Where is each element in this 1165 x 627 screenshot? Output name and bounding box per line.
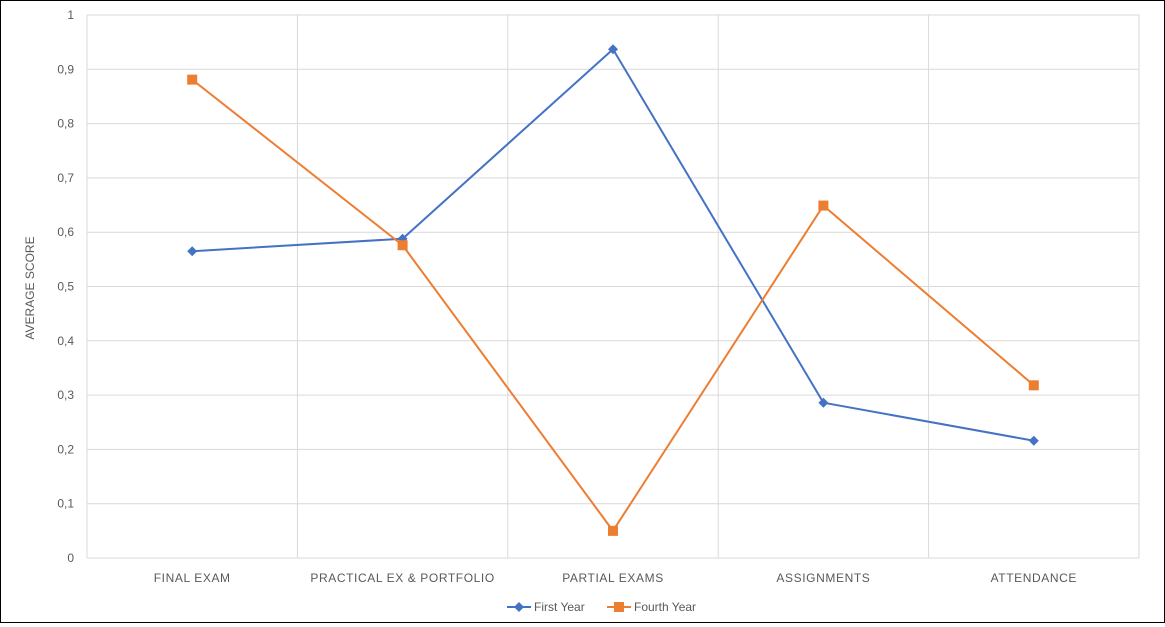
data-point xyxy=(608,44,618,55)
data-point xyxy=(818,200,829,211)
data-point xyxy=(187,246,198,257)
x-tick-label: PRACTICAL EX & PORTFOLIO xyxy=(310,571,494,585)
x-tick-label: ATTENDANCE xyxy=(991,571,1077,585)
y-tick-label: 0,4 xyxy=(57,334,74,348)
y-tick-label: 1 xyxy=(67,8,74,22)
y-tick-label: 0,1 xyxy=(57,497,74,511)
grid-lines xyxy=(86,14,1140,559)
legend-item: First Year xyxy=(507,600,585,614)
legend-marker xyxy=(614,602,624,612)
y-axis-label: AVERAGE SCORE xyxy=(23,236,37,339)
x-tick-label: ASSIGNMENTS xyxy=(776,571,870,585)
legend-item: Fourth Year xyxy=(607,600,696,614)
series-first-year xyxy=(187,44,1039,446)
series-line xyxy=(192,48,1034,442)
legend-marker xyxy=(514,602,524,612)
x-tick-label: FINAL EXAM xyxy=(154,571,231,585)
y-tick-label: 0,3 xyxy=(57,388,74,402)
series-line xyxy=(191,78,1035,532)
y-tick-label: 0,9 xyxy=(57,62,74,76)
y-tick-label: 0,5 xyxy=(57,280,74,294)
y-tick-label: 0,6 xyxy=(57,225,74,239)
y-tick-label: 0,2 xyxy=(57,442,74,456)
y-tick-label: 0,8 xyxy=(57,117,74,131)
legend-label: First Year xyxy=(534,600,585,614)
y-axis-ticks: 0 0,1 0,2 0,3 0,4 0,5 0,6 0,7 0,8 0,9 1 xyxy=(57,8,74,565)
data-point xyxy=(818,397,829,408)
data-point xyxy=(397,240,408,251)
legend-label: Fourth Year xyxy=(634,600,696,614)
x-axis-ticks: FINAL EXAM PRACTICAL EX & PORTFOLIO PARTIA… xyxy=(154,571,1077,585)
data-point xyxy=(1028,435,1039,446)
series-fourth-year xyxy=(187,74,1039,536)
y-tick-label: 0,7 xyxy=(57,171,74,185)
y-tick-label: 0 xyxy=(67,551,74,565)
x-tick-label: PARTIAL EXAMS xyxy=(562,571,664,585)
series-lines xyxy=(187,44,1039,536)
legend: First Year Fourth Year xyxy=(507,600,696,614)
data-point xyxy=(608,525,618,536)
data-point xyxy=(187,74,198,85)
data-point xyxy=(1028,380,1039,391)
